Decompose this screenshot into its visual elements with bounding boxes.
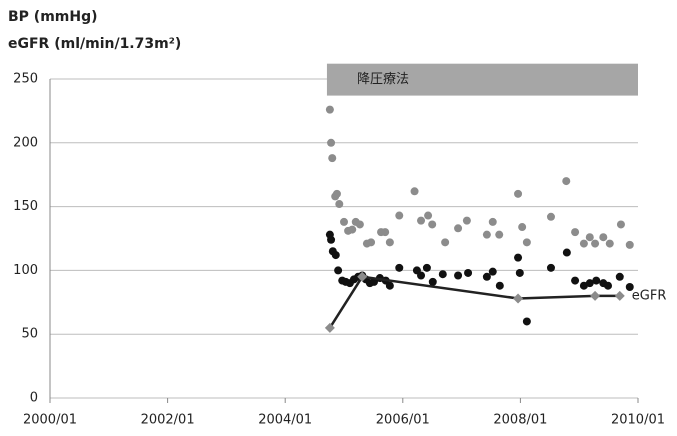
- point: [514, 253, 523, 262]
- marker: [357, 271, 368, 282]
- point: [571, 228, 580, 237]
- x-tick-label: 2002/01: [141, 413, 195, 428]
- y-tick-label: 0: [30, 391, 38, 406]
- point: [592, 276, 601, 285]
- point: [395, 263, 404, 272]
- point: [331, 251, 340, 260]
- point: [616, 220, 625, 229]
- y-tick-label: 100: [13, 263, 38, 278]
- point: [424, 211, 433, 220]
- point: [482, 230, 491, 239]
- point: [562, 177, 571, 186]
- band-label: 降圧療法: [357, 72, 409, 87]
- point: [335, 200, 344, 209]
- point: [417, 271, 426, 280]
- point: [488, 217, 497, 226]
- point: [495, 281, 504, 290]
- point: [348, 225, 357, 234]
- y-tick-label: 150: [13, 199, 38, 214]
- point: [355, 220, 364, 229]
- point: [522, 317, 531, 326]
- point: [585, 233, 594, 242]
- point: [332, 189, 341, 198]
- x-tick-label: 2004/01: [258, 413, 312, 428]
- point: [562, 248, 571, 257]
- point: [615, 272, 624, 281]
- point: [591, 239, 600, 248]
- y-tick-label: 200: [13, 135, 38, 150]
- point: [625, 240, 634, 249]
- point: [625, 282, 634, 291]
- point: [585, 279, 594, 288]
- point: [438, 270, 447, 279]
- point: [334, 266, 343, 275]
- y-tick-label: 250: [13, 72, 38, 87]
- marker: [324, 322, 335, 333]
- point: [381, 228, 390, 237]
- point: [462, 216, 471, 225]
- point: [441, 238, 450, 247]
- therapy-band: [326, 63, 638, 96]
- marker: [614, 290, 625, 301]
- point: [428, 277, 437, 286]
- point: [599, 233, 608, 242]
- point: [328, 154, 337, 163]
- point: [417, 216, 426, 225]
- point: [579, 239, 588, 248]
- point: [546, 263, 555, 272]
- point: [522, 238, 531, 247]
- point: [410, 187, 419, 196]
- y-tick-label: 50: [21, 327, 38, 342]
- point: [385, 238, 394, 247]
- point: [605, 239, 614, 248]
- x-tick-label: 2008/01: [493, 413, 547, 428]
- line-label: eGFR: [632, 288, 667, 303]
- point: [454, 271, 463, 280]
- point: [327, 138, 336, 147]
- point: [367, 238, 376, 247]
- marker: [513, 293, 524, 304]
- point: [464, 268, 473, 277]
- point: [571, 276, 580, 285]
- point: [422, 263, 431, 272]
- x-tick-label: 2000/01: [23, 413, 77, 428]
- point: [488, 267, 497, 276]
- point: [604, 281, 613, 290]
- point: [454, 224, 463, 233]
- point: [327, 235, 336, 244]
- chart-title: BP (mmHg): [8, 9, 98, 25]
- point: [482, 272, 491, 281]
- point: [325, 105, 334, 114]
- x-tick-label: 2010/01: [611, 413, 665, 428]
- x-tick-label: 2006/01: [376, 413, 430, 428]
- point: [515, 268, 524, 277]
- point: [518, 223, 527, 232]
- chart-title: eGFR (ml/min/1.73m²): [8, 36, 181, 52]
- point: [495, 230, 504, 239]
- point: [428, 220, 437, 229]
- point: [514, 189, 523, 198]
- marker: [590, 290, 601, 301]
- point: [395, 211, 404, 220]
- point: [546, 212, 555, 221]
- point: [340, 217, 348, 226]
- point: [385, 281, 394, 290]
